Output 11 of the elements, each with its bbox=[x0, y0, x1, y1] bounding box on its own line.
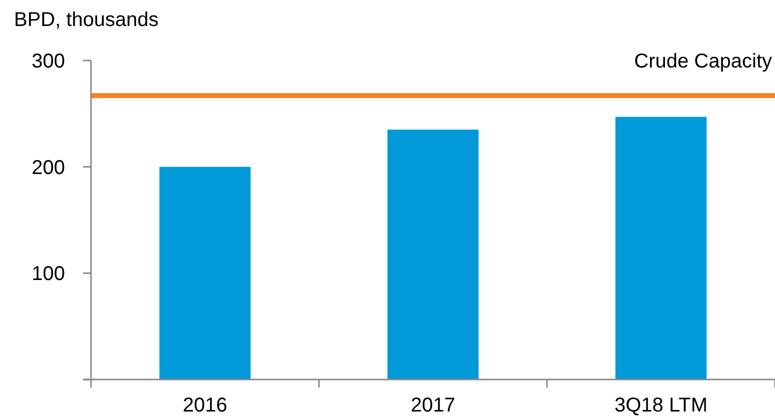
bar bbox=[159, 166, 251, 380]
y-axis-title: BPD, thousands bbox=[14, 9, 159, 31]
x-tick-label: 3Q18 LTM bbox=[614, 394, 708, 416]
x-tick-label: 2016 bbox=[182, 394, 228, 416]
y-tick-label: 200 bbox=[32, 156, 65, 179]
y-tick-label: 300 bbox=[32, 50, 65, 72]
bar bbox=[615, 116, 707, 380]
bar bbox=[387, 130, 479, 380]
y-tick-label: 100 bbox=[32, 263, 65, 286]
ref-line-label: Crude Capacity bbox=[634, 50, 772, 72]
x-tick-label: 2017 bbox=[410, 394, 456, 416]
